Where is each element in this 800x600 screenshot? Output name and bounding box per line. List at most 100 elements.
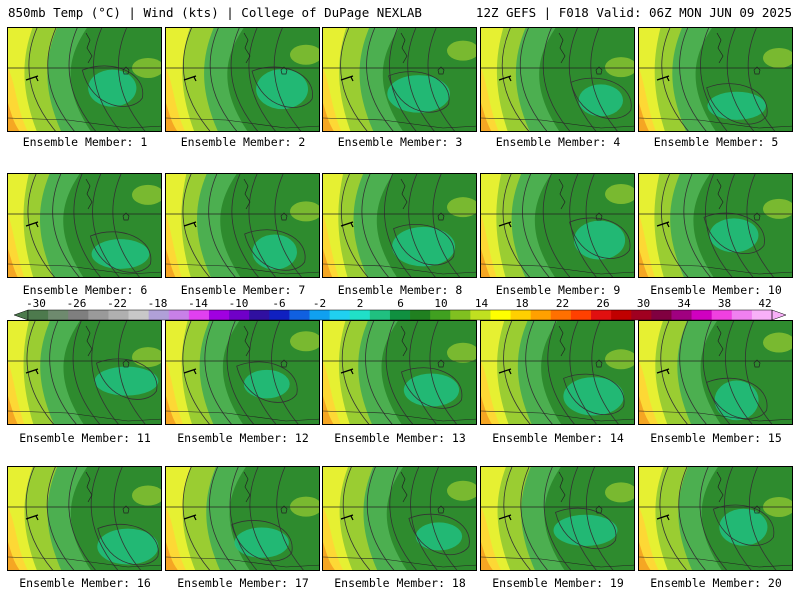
ensemble-member-map — [480, 173, 635, 278]
colorbar-swatch — [731, 310, 753, 320]
colorbar-tick-label: 42 — [758, 297, 772, 310]
colorbar-swatch — [671, 310, 692, 320]
colorbar-swatch — [168, 310, 190, 320]
ensemble-member-map — [165, 466, 320, 571]
colorbar-tick-label: 22 — [555, 297, 570, 310]
colorbar: -30 -26 -22 -18 -14 -10 -6 -2 2 6 10 14 18 22 26 30 34 38… — [0, 297, 800, 323]
colorbar-swatch — [68, 310, 89, 320]
colorbar-swatch — [188, 310, 210, 320]
colorbar-swatch — [691, 310, 713, 320]
colorbar-swatch — [570, 310, 592, 320]
colorbar-tick-label: 26 — [596, 297, 610, 310]
colorbar-swatch — [651, 310, 672, 320]
colorbar-swatch — [229, 310, 250, 320]
colorbar-swatch — [349, 310, 371, 320]
ensemble-member-map — [322, 27, 477, 132]
ensemble-member-label: Ensemble Member: 9 — [495, 283, 621, 297]
ensemble-member-map — [7, 27, 162, 132]
colorbar-swatch — [410, 310, 431, 320]
run-valid-time: 12Z GEFS | F018 Valid: 06Z MON JUN 09 20… — [475, 5, 792, 20]
colorbar-swatch — [490, 310, 511, 320]
ensemble-member-label: Ensemble Member: 8 — [337, 283, 463, 297]
colorbar-swatch — [48, 310, 69, 320]
colorbar-swatch — [208, 310, 230, 320]
colorbar-tick-label: -2 — [312, 297, 327, 310]
colorbar-tick-label: -18 — [147, 297, 168, 310]
colorbar-swatch — [28, 310, 49, 320]
ensemble-member-label: Ensemble Member: 1 — [22, 135, 148, 149]
ensemble-member-map — [7, 466, 162, 571]
colorbar-tick-label: 2 — [356, 297, 364, 310]
colorbar-max-arrow — [771, 309, 787, 321]
ensemble-member-label: Ensemble Member: 14 — [492, 431, 624, 445]
colorbar-tick-label: 34 — [677, 297, 691, 310]
ensemble-member-label: Ensemble Member: 10 — [650, 283, 782, 297]
ensemble-member-label: Ensemble Member: 4 — [495, 135, 621, 149]
ensemble-member-map — [480, 27, 635, 132]
colorbar-min-arrow — [13, 309, 29, 321]
colorbar-swatch — [128, 310, 150, 320]
colorbar-swatch — [309, 310, 331, 320]
colorbar-tick-label: -22 — [107, 297, 127, 310]
ensemble-member-map — [7, 173, 162, 278]
colorbar-tick-label: -14 — [188, 297, 208, 310]
colorbar-swatch — [631, 310, 652, 320]
colorbar-tick-label: 18 — [515, 297, 529, 310]
ensemble-member-label: Ensemble Member: 13 — [334, 431, 466, 445]
colorbar-swatch — [289, 310, 310, 320]
colorbar-swatch — [108, 310, 129, 320]
colorbar-swatch — [711, 310, 733, 320]
ensemble-member-map — [165, 320, 320, 425]
ensemble-member-map — [322, 320, 477, 425]
ensemble-member-map — [638, 466, 793, 571]
ensemble-member-map — [480, 466, 635, 571]
ensemble-member-label: Ensemble Member: 11 — [19, 431, 151, 445]
ensemble-member-map — [7, 320, 162, 425]
colorbar-swatch — [470, 310, 491, 320]
colorbar-swatch — [611, 310, 632, 320]
colorbar-scale — [13, 309, 787, 321]
ensemble-member-label: Ensemble Member: 19 — [492, 576, 624, 590]
ensemble-member-map — [322, 173, 477, 278]
ensemble-member-label: Ensemble Member: 2 — [180, 135, 306, 149]
ensemble-member-label: Ensemble Member: 15 — [650, 431, 782, 445]
colorbar-tick-label: -26 — [66, 297, 87, 310]
colorbar-swatch — [550, 310, 572, 320]
colorbar-swatch — [249, 310, 270, 320]
ensemble-member-label: Ensemble Member: 12 — [177, 431, 309, 445]
ensemble-member-map — [638, 320, 793, 425]
colorbar-tick-label: 30 — [636, 297, 651, 310]
colorbar-swatch — [369, 310, 391, 320]
ensemble-member-label: Ensemble Member: 18 — [334, 576, 466, 590]
colorbar-swatch — [510, 310, 532, 320]
colorbar-swatch — [88, 310, 109, 320]
colorbar-swatch — [389, 310, 411, 320]
ensemble-member-label: Ensemble Member: 20 — [650, 576, 782, 590]
ensemble-member-label: Ensemble Member: 3 — [337, 135, 463, 149]
map-title: 850mb Temp (°C) | Wind (kts) | College o… — [8, 5, 422, 20]
ensemble-member-map — [480, 320, 635, 425]
colorbar-tick-label: -10 — [228, 297, 249, 310]
ensemble-member-map — [638, 27, 793, 132]
colorbar-tick-label: 38 — [717, 297, 732, 310]
ensemble-member-label: Ensemble Member: 16 — [19, 576, 151, 590]
colorbar-tick-label: -6 — [272, 297, 286, 310]
colorbar-tick-label: -30 — [26, 297, 46, 310]
colorbar-swatch — [269, 310, 290, 320]
ensemble-member-map — [165, 27, 320, 132]
colorbar-tick-label: 10 — [434, 297, 448, 310]
ensemble-member-label: Ensemble Member: 17 — [177, 576, 309, 590]
colorbar-swatch — [430, 310, 451, 320]
colorbar-swatch — [450, 310, 471, 320]
colorbar-tick-label: 14 — [474, 297, 489, 310]
ensemble-member-map — [322, 466, 477, 571]
ensemble-member-map — [165, 173, 320, 278]
colorbar-swatch — [591, 310, 612, 320]
ensemble-member-label: Ensemble Member: 5 — [653, 135, 779, 149]
colorbar-swatch — [751, 310, 773, 320]
colorbar-swatch — [530, 310, 552, 320]
colorbar-tick-label: 6 — [397, 297, 404, 310]
ensemble-member-label: Ensemble Member: 6 — [22, 283, 148, 297]
ensemble-member-label: Ensemble Member: 7 — [180, 283, 306, 297]
header: 850mb Temp (°C) | Wind (kts) | College o… — [0, 0, 800, 24]
